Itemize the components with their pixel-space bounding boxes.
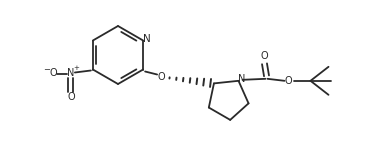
- Text: +: +: [73, 66, 79, 71]
- Text: N: N: [143, 34, 151, 44]
- Text: O: O: [261, 51, 268, 61]
- Text: N: N: [238, 74, 245, 84]
- Text: −: −: [43, 65, 50, 74]
- Text: O: O: [285, 76, 292, 86]
- Text: O: O: [157, 73, 165, 83]
- Text: O: O: [67, 93, 75, 102]
- Text: N: N: [67, 68, 74, 78]
- Text: O: O: [49, 68, 57, 78]
